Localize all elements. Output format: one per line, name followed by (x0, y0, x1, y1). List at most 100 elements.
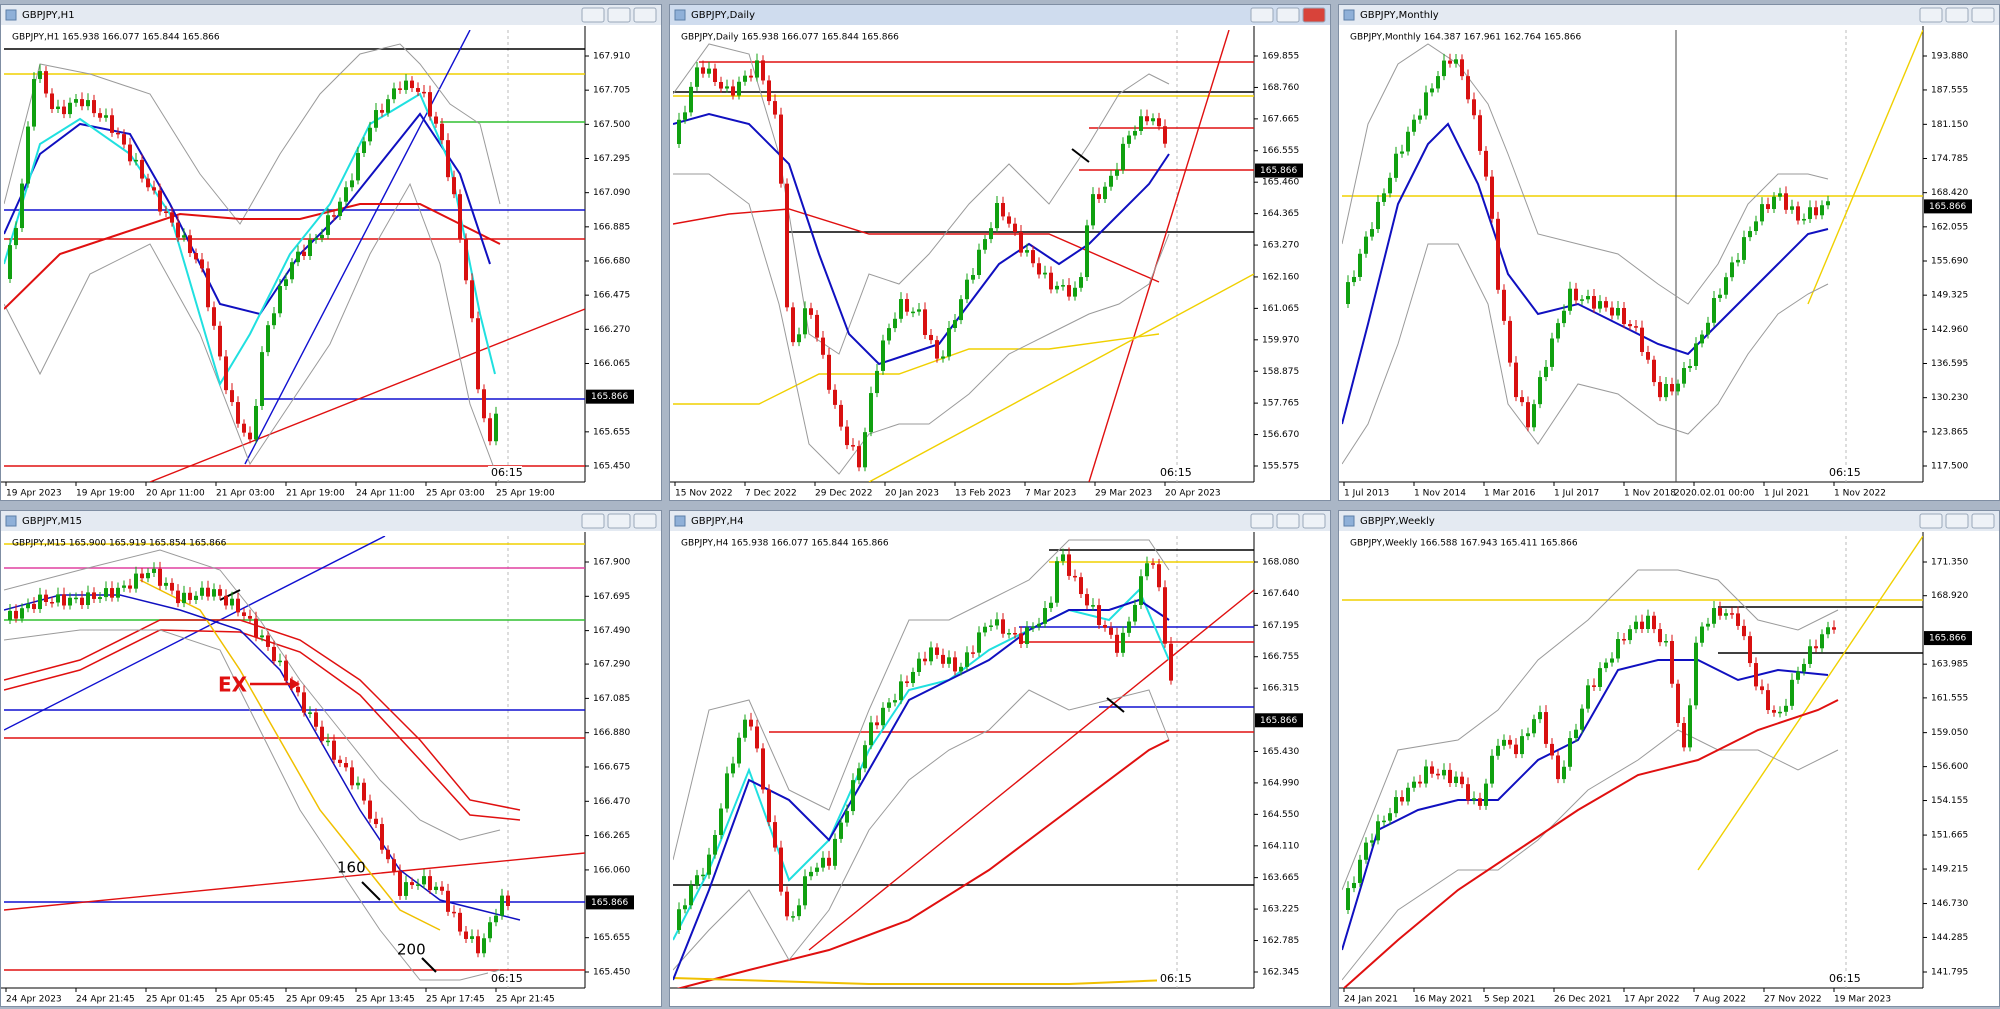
window-frame (1338, 510, 2000, 1007)
candle-body (320, 234, 324, 239)
maximize-button[interactable] (607, 7, 631, 23)
price-tick-label: 167.085 (593, 694, 630, 704)
price-tick-label: 144.285 (1931, 933, 1968, 943)
candle-body (1049, 272, 1053, 290)
candles (677, 53, 1167, 472)
candle-body (1628, 324, 1632, 327)
price-tick-label: 165.655 (593, 933, 630, 943)
candle-body (1706, 623, 1710, 627)
candle-body (1574, 288, 1578, 301)
maximize-button[interactable] (1945, 7, 1969, 23)
time-label: 7 Aug 2022 (1694, 995, 1746, 1005)
candle-body (1550, 743, 1554, 756)
candle-body (86, 100, 90, 107)
candle-body (374, 818, 378, 825)
maximize-button[interactable] (1945, 513, 1969, 529)
candle-body (1580, 708, 1584, 730)
maximize-button[interactable] (1276, 7, 1300, 23)
candle-body (1820, 205, 1824, 216)
candle-body (104, 588, 108, 598)
candle-body (458, 194, 462, 239)
candle-body (500, 895, 504, 916)
time-marker-box (1157, 972, 1191, 986)
candle-body (1139, 116, 1143, 131)
annotation: 200 (397, 941, 426, 959)
candle-body (362, 141, 366, 154)
minimize-button[interactable] (581, 513, 605, 529)
time-label: 20 Apr 11:00 (146, 489, 205, 499)
close-button[interactable] (633, 7, 657, 23)
price-tick-label: 130.230 (1931, 393, 1968, 403)
price-tick-label: 141.795 (1931, 968, 1968, 978)
candle-body (302, 692, 306, 713)
candle-body (266, 325, 270, 353)
candle-body (761, 60, 765, 81)
candle-body (767, 789, 771, 823)
candle-body (1598, 668, 1602, 687)
candle-body (362, 782, 366, 801)
minimize-button[interactable] (1250, 513, 1274, 529)
time-label: 1 Nov 2018 (1624, 489, 1676, 499)
time-label: 7 Mar 2023 (1025, 489, 1076, 499)
candle-body (1364, 842, 1368, 860)
candle-body (428, 92, 432, 117)
drawn-line (868, 273, 1254, 482)
indicator-line (4, 203, 501, 310)
candle-body (1043, 272, 1047, 275)
plot-area (673, 30, 1254, 482)
candle-body (1796, 206, 1800, 221)
price-tick-label: 167.500 (593, 120, 630, 130)
candle-body (1808, 207, 1812, 219)
maximize-button[interactable] (1276, 513, 1300, 529)
candle-body (1790, 679, 1794, 706)
candle-body (92, 100, 96, 114)
candle-body (773, 101, 777, 115)
minimize-button[interactable] (1919, 513, 1943, 529)
maximize-button[interactable] (607, 513, 631, 529)
candle-body (917, 658, 921, 672)
price-tick-label: 166.060 (593, 865, 630, 875)
time-marker-box (1157, 466, 1191, 480)
candle-body (1025, 627, 1029, 644)
minimize-button[interactable] (581, 7, 605, 23)
price-tick-label: 166.065 (593, 359, 630, 369)
minimize-button[interactable] (1919, 7, 1943, 23)
candle-body (14, 228, 18, 246)
price-tick-label: 163.985 (1931, 660, 1968, 670)
candle-body (314, 238, 318, 240)
current-price-box (586, 895, 634, 910)
candle-body (134, 573, 138, 589)
close-button[interactable] (1971, 513, 1995, 529)
price-tick-label: 149.215 (1931, 865, 1968, 875)
candle-body (911, 311, 915, 314)
candle-body (1580, 299, 1584, 301)
chart-drawing (673, 539, 1254, 988)
candle-body (1760, 204, 1764, 222)
candle-body (1766, 204, 1770, 210)
window-frame (0, 4, 662, 501)
close-button[interactable] (1302, 7, 1326, 23)
candle-body (1352, 882, 1356, 889)
window-icon (5, 9, 17, 21)
price-tick-label: 167.490 (593, 626, 630, 636)
close-button[interactable] (1302, 513, 1326, 529)
close-button[interactable] (633, 513, 657, 529)
window-frame (669, 510, 1331, 1007)
minimize-button[interactable] (1250, 7, 1274, 23)
time-label: 20 Apr 2023 (1165, 489, 1221, 499)
candle-body (1832, 627, 1836, 630)
candle-body (1031, 626, 1035, 629)
candle-body (482, 938, 486, 954)
close-button[interactable] (1971, 7, 1995, 23)
chart-info: GBPJPY,H4 165.938 166.077 165.844 165.86… (681, 539, 889, 549)
candle-body (212, 307, 216, 326)
title-bar (670, 5, 1330, 25)
candle-body (248, 615, 252, 619)
candle-body (242, 612, 246, 616)
candle-body (476, 318, 480, 390)
time-label: 25 Apr 21:45 (496, 995, 555, 1005)
drawn-line (149, 308, 585, 482)
title-bar (1339, 511, 1999, 531)
candle-body (833, 838, 837, 866)
current-price: 165.866 (1929, 202, 1966, 212)
